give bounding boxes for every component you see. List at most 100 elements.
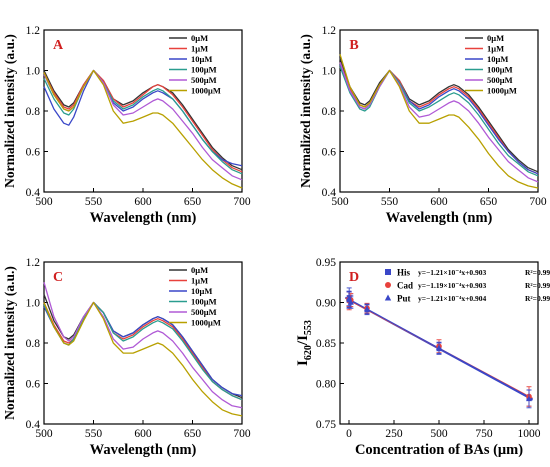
chart-panel-d: 0 250 500 750 1000 0.75 0.80 0.85 0.90 0.95 Concen… — [295, 257, 550, 458]
legend-label: Cad — [397, 281, 413, 291]
series-line — [339, 58, 539, 173]
data-point — [364, 305, 370, 312]
x-tick-label: 750 — [475, 428, 493, 440]
y-tick-label: 1.2 — [322, 25, 337, 37]
legend-equation: y=−1.21×10⁻⁴x+0.904 — [418, 294, 487, 303]
x-tick-label: 250 — [385, 428, 403, 440]
y-tick-label: 0.4 — [26, 187, 41, 199]
panel-label: B — [349, 38, 358, 53]
y-tick-label: 0.90 — [316, 298, 336, 310]
series-line — [43, 301, 243, 417]
legend-label: 10μM — [487, 54, 508, 64]
legend-label: 10μM — [191, 286, 212, 296]
x-axis-label: Wavelength (nm) — [386, 210, 493, 226]
legend-label: 500μM — [191, 75, 217, 85]
chart-panel-c: 500 550 600 650 700 0.4 0.6 0.8 1.0 1.2 Wavelength… — [2, 257, 251, 458]
legend-label: 100μM — [487, 65, 513, 75]
x-tick-label: 600 — [134, 196, 152, 208]
y-tick-label: 1.2 — [26, 25, 41, 37]
chart-panel-a: 500 550 600 650 700 0.4 0.6 0.8 1.0 1.2 Wavelength… — [2, 25, 251, 226]
x-axis-label: Wavelength (nm) — [90, 210, 197, 226]
legend-r2: R²=0.999 — [525, 281, 550, 290]
series-line — [339, 54, 539, 189]
legend-label: 1μM — [191, 44, 208, 54]
legend-label: 0μM — [191, 265, 208, 275]
legend-r2: R²=0.999 — [525, 294, 550, 303]
y-axis-label: I620/I553 — [295, 320, 314, 366]
x-tick-label: 500 — [331, 196, 349, 208]
x-axis-label: Concentration of BAs (μm) — [355, 442, 523, 458]
series-line — [339, 66, 539, 177]
legend-label: Put — [397, 294, 411, 304]
chart-panel-b: 500 550 600 650 700 0.4 0.6 0.8 1.0 1.2 Wavelength… — [298, 25, 547, 226]
data-point — [436, 344, 442, 351]
legend-label: 1μM — [191, 276, 208, 286]
y-tick-label: 0.6 — [322, 147, 337, 159]
y-axis-label: Normalized intensity (a.u.) — [298, 34, 313, 188]
series-line — [43, 282, 243, 409]
y-axis-label-part: 553 — [303, 320, 314, 335]
y-tick-label: 0.80 — [316, 379, 336, 391]
series-line — [43, 69, 243, 173]
y-tick-label: 0.75 — [316, 419, 336, 431]
legend-label: 100μM — [191, 297, 217, 307]
y-axis-label-part: I — [295, 360, 311, 366]
x-tick-label: 0 — [346, 428, 352, 440]
panel-label: C — [53, 270, 63, 285]
y-tick-label: 1.0 — [26, 66, 41, 78]
x-tick-label: 700 — [529, 196, 547, 208]
y-tick-label: 0.8 — [322, 106, 337, 118]
y-tick-label: 0.4 — [322, 187, 337, 199]
x-tick-label: 500 — [35, 428, 53, 440]
x-tick-label: 500 — [35, 196, 53, 208]
legend-label: 100μM — [191, 65, 217, 75]
x-tick-label: 700 — [233, 428, 251, 440]
legend-marker — [385, 269, 391, 275]
x-tick-label: 650 — [184, 428, 202, 440]
legend-marker — [384, 294, 392, 301]
x-tick-label: 600 — [134, 428, 152, 440]
x-tick-label: 650 — [184, 196, 202, 208]
legend-label: 1000μM — [191, 86, 221, 96]
legend-label: 1000μM — [487, 86, 517, 96]
legend-r2: R²=0.999 — [525, 268, 550, 277]
x-tick-label: 500 — [430, 428, 448, 440]
x-tick-label: 600 — [430, 196, 448, 208]
panel-label: A — [53, 38, 64, 53]
x-tick-label: 700 — [233, 196, 251, 208]
legend-label: 0μM — [487, 33, 504, 43]
legend-label: 500μM — [191, 307, 217, 317]
legend-label: 500μM — [487, 75, 513, 85]
legend-marker — [385, 282, 391, 288]
x-tick-label: 1000 — [518, 428, 541, 440]
y-axis-label: Normalized intensity (a.u.) — [2, 34, 17, 188]
panel-label: D — [349, 270, 359, 285]
y-tick-label: 0.95 — [316, 257, 336, 269]
x-tick-label: 650 — [480, 196, 498, 208]
y-tick-label: 0.6 — [26, 379, 41, 391]
legend-equation: y=−1.19×10⁻⁴x+0.903 — [418, 281, 487, 290]
series-line — [43, 301, 243, 401]
series-line — [43, 69, 243, 175]
legend-equation: y=−1.21×10⁻⁴x+0.903 — [418, 268, 487, 277]
y-axis-label-part: 620 — [303, 345, 314, 360]
y-tick-label: 0.6 — [26, 147, 41, 159]
y-tick-label: 0.85 — [316, 338, 336, 350]
y-axis-label: Normalized intensity (a.u.) — [2, 266, 17, 420]
x-tick-label: 550 — [85, 196, 103, 208]
legend-label: 0μM — [191, 33, 208, 43]
data-point — [347, 299, 354, 305]
y-tick-label: 1.0 — [26, 298, 41, 310]
data-point — [526, 395, 532, 402]
y-axis-label-part: /I — [295, 335, 311, 346]
x-tick-label: 550 — [85, 428, 103, 440]
y-tick-label: 1.0 — [322, 66, 337, 78]
series-line — [43, 69, 243, 189]
y-tick-label: 0.4 — [26, 419, 41, 431]
y-tick-label: 0.8 — [26, 106, 41, 118]
series-line — [43, 69, 243, 171]
series-line — [339, 62, 539, 183]
legend-label: 10μM — [191, 54, 212, 64]
